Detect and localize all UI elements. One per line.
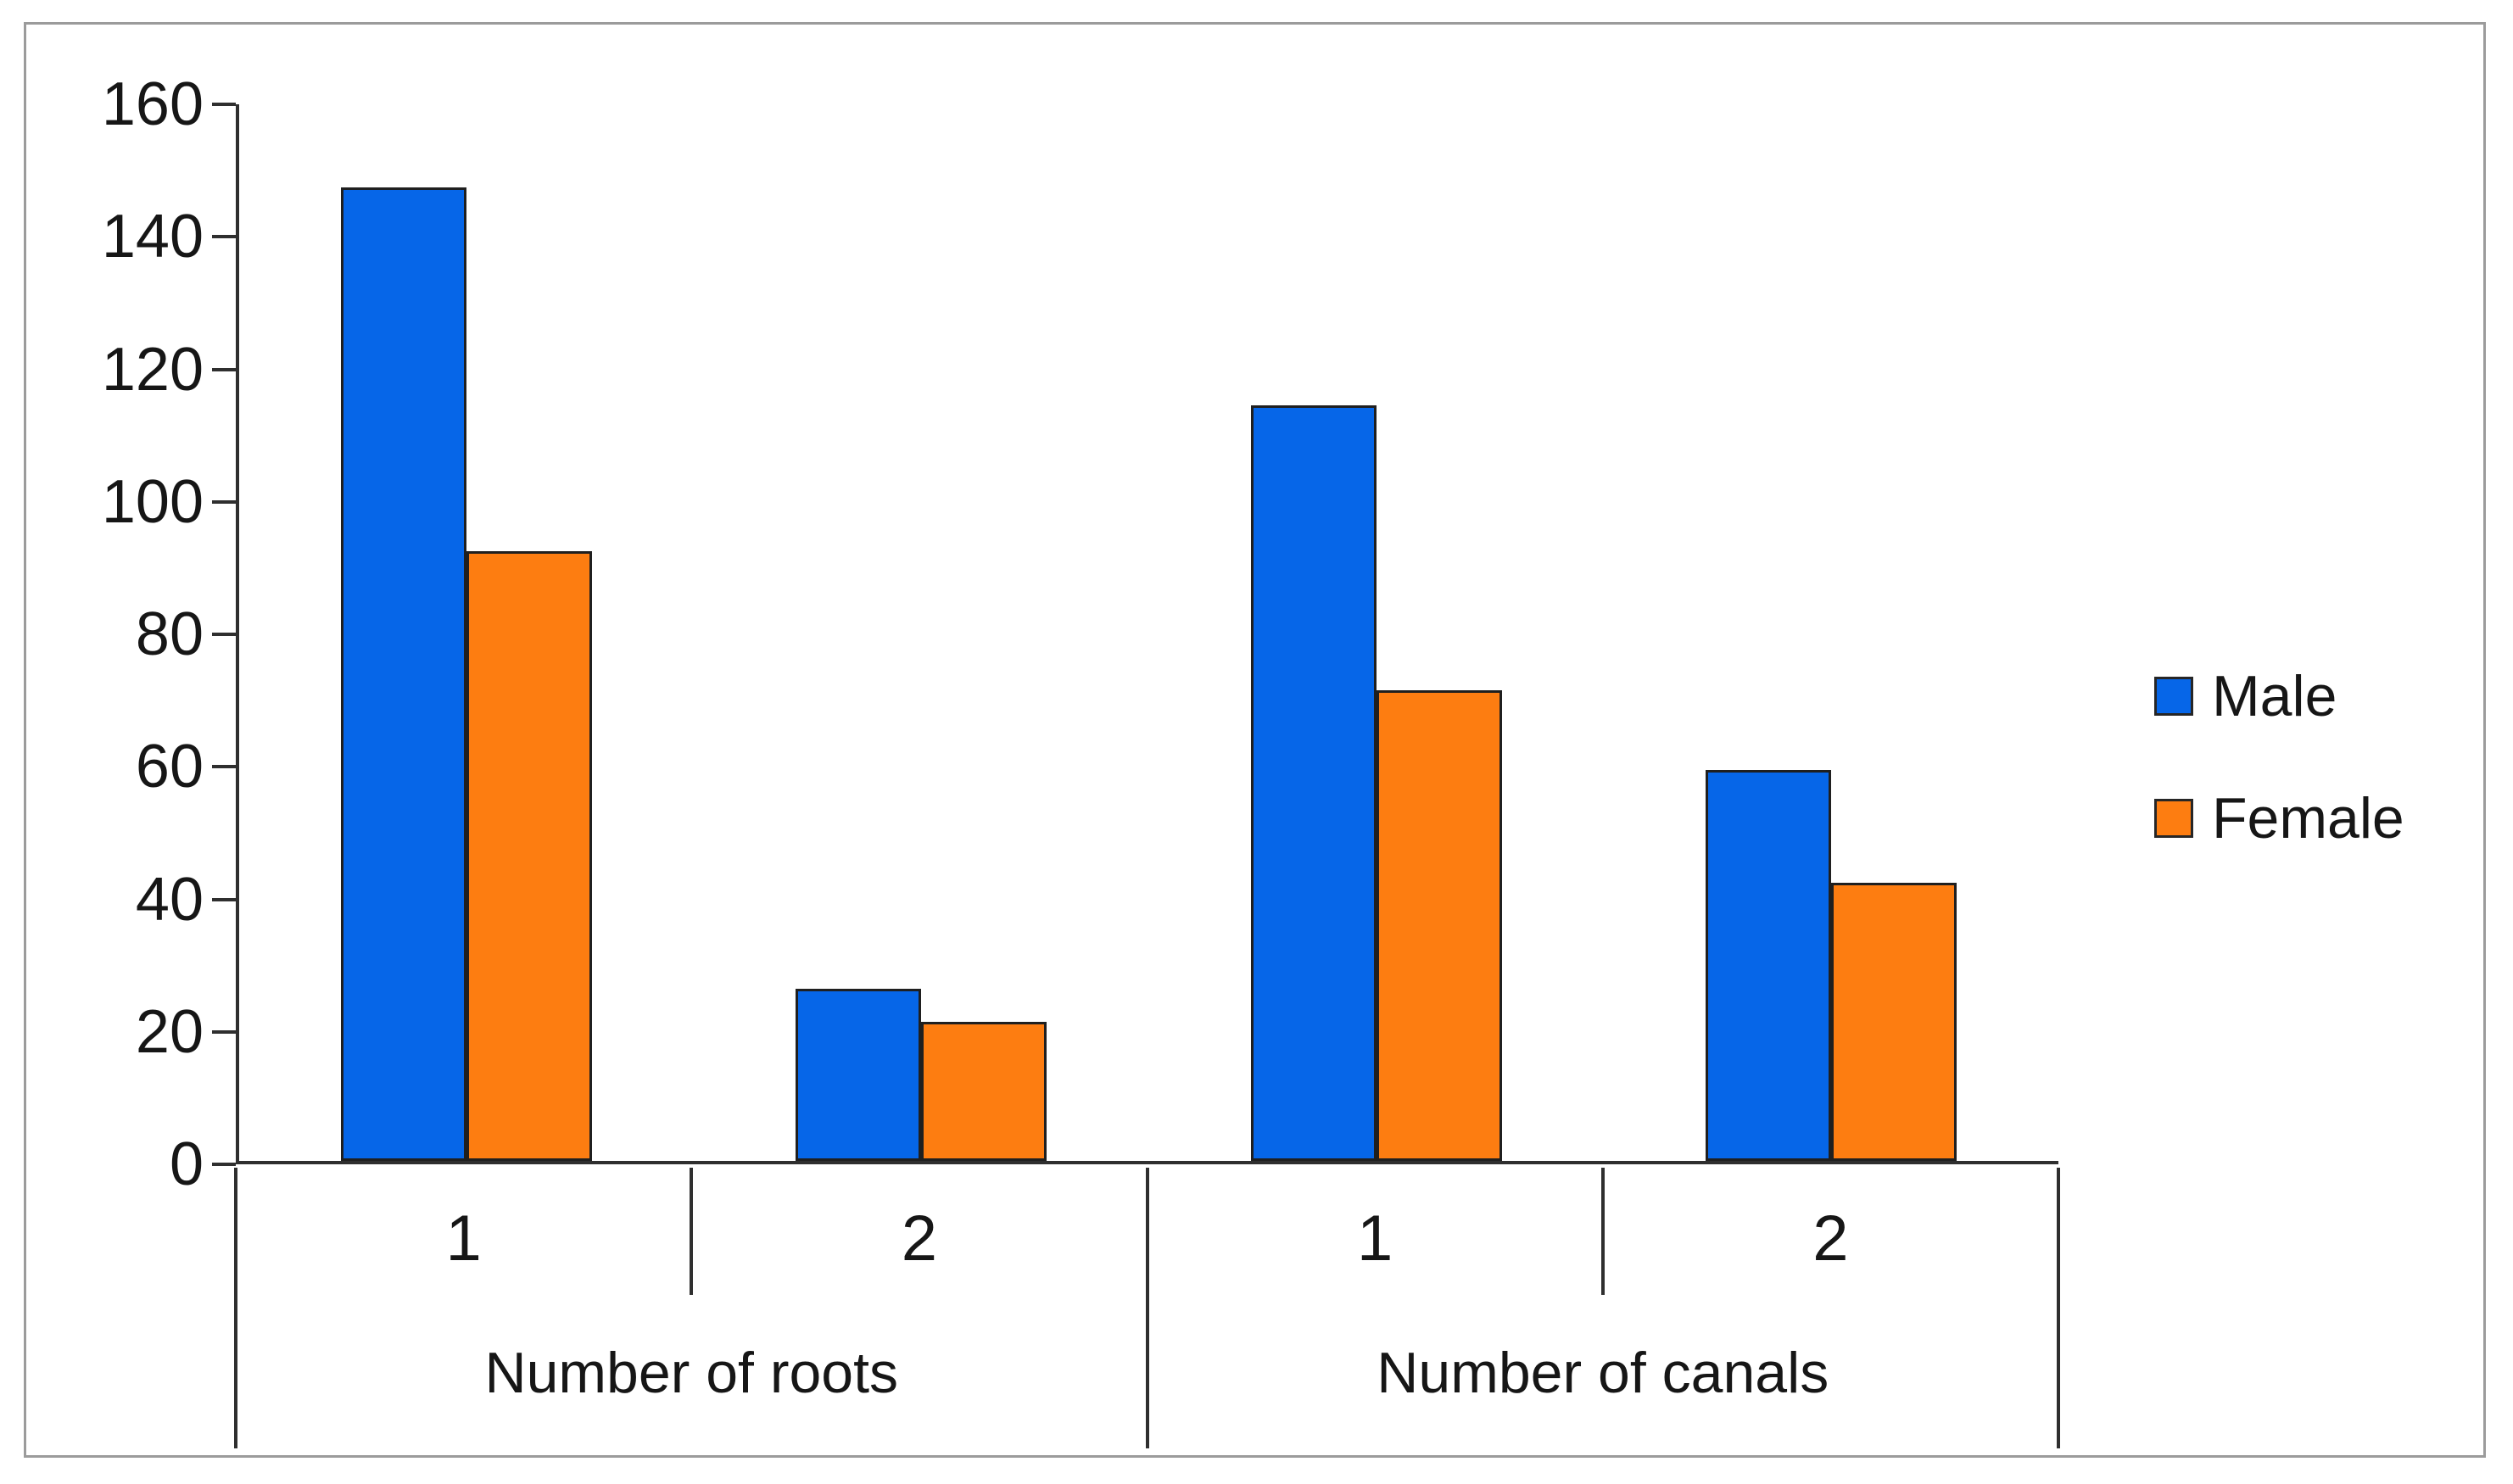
- category-cell: [1604, 104, 2058, 1161]
- y-axis-label: 100: [101, 467, 204, 536]
- y-axis-label: 40: [135, 865, 204, 934]
- y-axis-tick: [212, 367, 236, 371]
- y-axis-tick: [212, 1163, 236, 1166]
- bar-female-category-2: [921, 1022, 1047, 1161]
- y-axis-tick: [212, 103, 236, 106]
- y-axis-label: 160: [101, 70, 204, 138]
- bar-male-category-1: [341, 187, 467, 1161]
- category-axis: 1 2 1 2 Number of roots Number of canals: [234, 1168, 2060, 1448]
- category-label: 2: [901, 1202, 938, 1275]
- legend-item-female: Female: [2154, 784, 2404, 853]
- category-separator-line: [1600, 1168, 1605, 1295]
- category-label: 2: [1812, 1202, 1849, 1275]
- bar-male-category-4: [1705, 770, 1831, 1161]
- category-label: 1: [445, 1202, 482, 1275]
- category-cell: [239, 104, 694, 1161]
- category-cell: [1149, 104, 1604, 1161]
- bar-female-category-3: [1376, 690, 1502, 1161]
- legend-item-male: Male: [2154, 661, 2404, 731]
- male-series-swatch: [2154, 677, 2193, 716]
- category-group-label: Number of canals: [1377, 1341, 1829, 1405]
- category-label: 1: [1356, 1202, 1393, 1275]
- category-group-label: Number of roots: [484, 1341, 899, 1405]
- legend: Male Female: [2154, 661, 2404, 906]
- y-axis-tick: [212, 897, 236, 901]
- category-separator-line: [2057, 1168, 2060, 1448]
- plot-area: [236, 104, 2058, 1164]
- y-axis-tick: [212, 765, 236, 769]
- y-axis-label: 80: [135, 600, 204, 668]
- y-axis-label: 140: [101, 203, 204, 271]
- category-separator-line: [234, 1168, 237, 1448]
- legend-label-male: Male: [2212, 664, 2337, 728]
- y-axis-label: 20: [135, 997, 204, 1066]
- y-axis-tick: [212, 1029, 236, 1034]
- y-axis-tick: [212, 633, 236, 636]
- y-axis-label: 0: [169, 1130, 204, 1198]
- y-axis-label: 60: [135, 733, 204, 801]
- bar-female-category-4: [1830, 883, 1957, 1161]
- legend-label-female: Female: [2212, 786, 2404, 851]
- y-axis-label: 120: [101, 335, 204, 404]
- y-axis-tick: [212, 499, 236, 504]
- bar-male-category-3: [1250, 405, 1377, 1161]
- female-series-swatch: [2154, 799, 2193, 838]
- category-separator-line: [690, 1168, 694, 1295]
- category-separator-line: [1145, 1168, 1149, 1448]
- bar-female-category-1: [466, 551, 593, 1161]
- y-axis-tick: [212, 235, 236, 239]
- bar-male-category-2: [796, 989, 922, 1161]
- category-cell: [694, 104, 1148, 1161]
